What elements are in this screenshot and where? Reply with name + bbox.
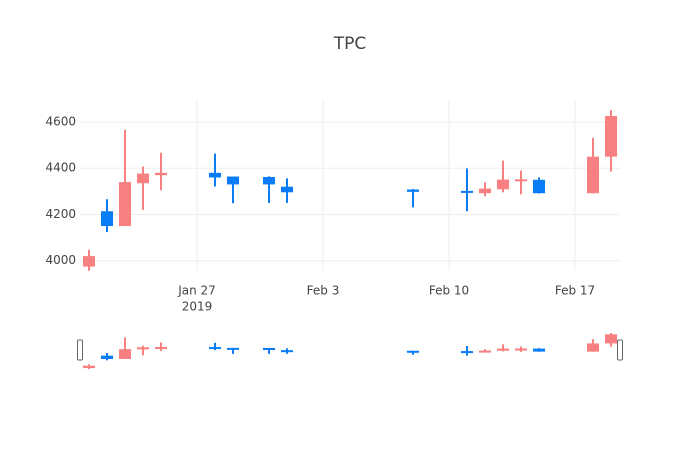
slider-candle-body <box>478 350 492 353</box>
chart-title: TPC <box>333 34 367 54</box>
slider-candle-body <box>136 347 150 350</box>
candle-body <box>280 186 294 193</box>
slider-candle-body <box>208 347 222 350</box>
y-tick-label: 4000 <box>45 253 76 267</box>
slider-candle-body <box>280 350 294 353</box>
candle-body <box>226 176 240 185</box>
candle-body <box>604 115 618 157</box>
candle-body <box>118 182 132 227</box>
y-tick-label: 4600 <box>45 114 76 128</box>
slider-candle-body <box>514 348 528 351</box>
slider-candle-body <box>262 347 276 350</box>
candle-body <box>586 156 600 194</box>
y-tick-label: 4200 <box>45 207 76 221</box>
candle-body <box>262 177 276 185</box>
slider-candle-body <box>100 355 114 359</box>
slider-candle-body <box>586 343 600 352</box>
candle-body <box>478 188 492 194</box>
slider-candle-body <box>604 334 618 344</box>
x-year-label: 2019 <box>182 300 213 314</box>
y-tick-label: 4400 <box>45 161 76 175</box>
slider-candle-body <box>460 351 474 354</box>
slider-candle-body <box>154 347 168 350</box>
candle-body <box>136 173 150 184</box>
candle-body <box>460 190 474 193</box>
slider-candle-body <box>226 347 240 350</box>
candle-body <box>496 179 510 190</box>
x-tick-label: Feb 3 <box>307 284 340 298</box>
slider-candle-body <box>118 349 132 359</box>
x-tick-label: Feb 10 <box>429 284 469 298</box>
candle-body <box>100 211 114 227</box>
candle-body <box>514 179 528 182</box>
candle-body <box>154 172 168 176</box>
x-tick-label: Feb 17 <box>555 284 595 298</box>
slider-handle <box>77 339 83 361</box>
slider-candle-body <box>532 348 546 352</box>
slider-candle-body <box>496 348 510 351</box>
candle-body <box>532 179 546 194</box>
slider-handle <box>617 339 623 361</box>
slider-candle-body <box>406 350 420 353</box>
candle-body <box>208 172 222 178</box>
slider-candle-body <box>82 365 96 369</box>
candle-body <box>82 256 96 267</box>
candle-body <box>406 189 420 192</box>
x-tick-label: Jan 27 <box>177 284 216 298</box>
